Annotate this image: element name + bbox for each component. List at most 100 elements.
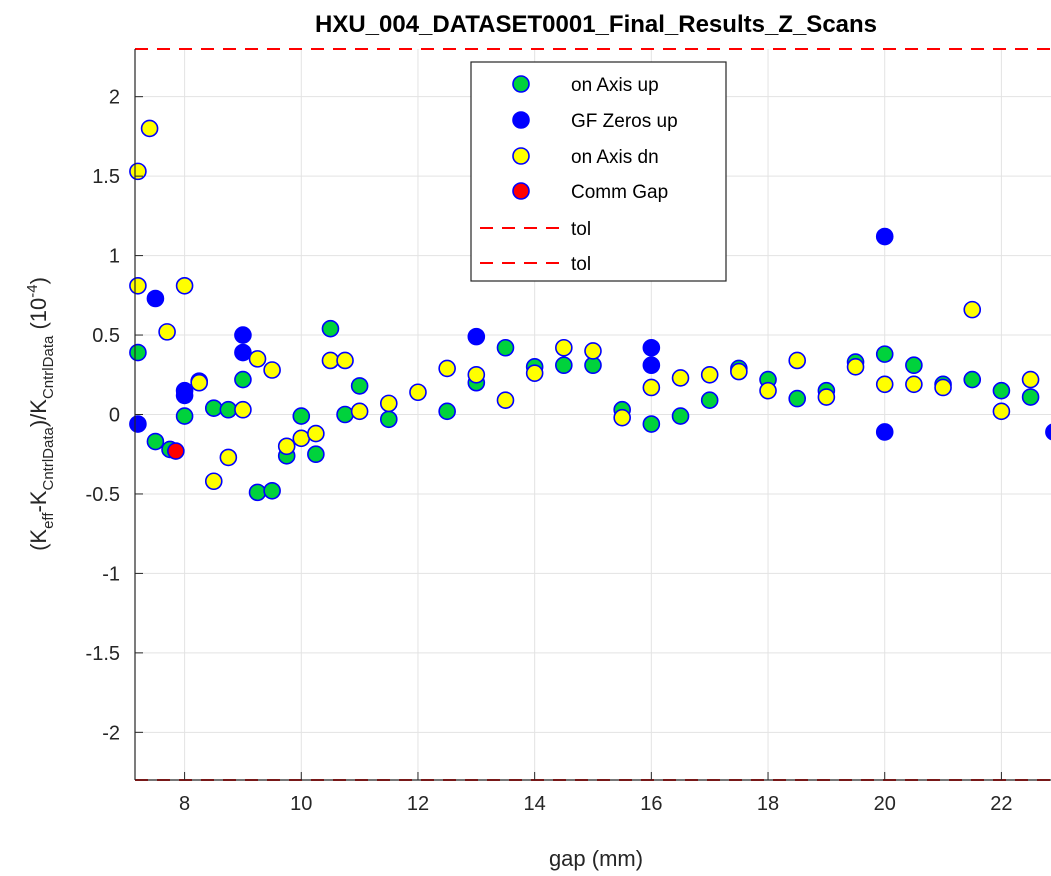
y-tick-label: -1.5	[86, 643, 120, 665]
x-tick-label: 22	[990, 793, 1012, 815]
point-on-axis-up	[700, 391, 719, 409]
axes	[134, 49, 1051, 781]
legend-label: Comm Gap	[571, 182, 668, 203]
point-on-axis-dn	[700, 365, 719, 384]
legend-marker	[512, 75, 530, 93]
point-on-axis-up	[875, 345, 894, 363]
point-gf-zeros-up	[875, 227, 894, 246]
point-on-axis-up	[248, 483, 267, 502]
point-on-axis-dn	[555, 338, 573, 357]
point-on-axis-dn	[263, 361, 281, 379]
x-tick-label: 14	[524, 793, 546, 815]
legend-label: on Axis dn	[571, 147, 659, 168]
point-on-axis-dn	[992, 402, 1011, 421]
point-on-axis-dn	[613, 408, 631, 427]
point-on-axis-dn	[905, 375, 923, 394]
y-tick-label: -0.5	[86, 484, 120, 506]
tick-labels: 8 10 12 14 16 18 20 22 -2 -1.5 -1 -0.5 0 0.5 1 1.5 2	[86, 87, 1013, 815]
point-on-axis-up	[438, 402, 456, 421]
point-on-axis-dn	[817, 388, 836, 406]
x-axis-label: gap (mm)	[549, 846, 643, 871]
point-on-axis-up	[292, 407, 311, 425]
point-on-axis-dn	[336, 351, 354, 370]
point-on-axis-dn	[350, 402, 369, 421]
point-on-axis-up	[204, 399, 223, 417]
point-on-axis-dn	[1021, 370, 1040, 389]
point-on-axis-dn	[409, 383, 427, 402]
point-on-axis-dn	[642, 378, 661, 397]
legend-marker	[512, 111, 530, 129]
point-on-axis-dn	[307, 424, 325, 443]
point-on-axis-dn	[788, 351, 807, 370]
point-on-axis-up	[992, 381, 1011, 400]
legend-label: tol	[571, 219, 591, 240]
point-on-axis-dn	[584, 342, 602, 360]
legend: on Axis up GF Zeros up on Axis dn Comm G…	[470, 61, 727, 282]
point-on-axis-up	[496, 338, 515, 357]
point-on-axis-dn	[671, 369, 690, 387]
point-gf-zeros-up	[129, 415, 147, 433]
legend-marker	[512, 182, 530, 200]
point-on-axis-up	[350, 377, 369, 395]
point-on-axis-up	[307, 445, 325, 464]
point-on-axis-up	[146, 432, 165, 451]
point-on-axis-dn	[467, 365, 486, 384]
y-tick-label: 1.5	[92, 166, 120, 188]
point-on-axis-up	[379, 410, 398, 429]
point-gf-zeros-up	[146, 289, 165, 308]
point-gf-zeros-up	[642, 338, 661, 357]
point-on-axis-dn	[129, 162, 147, 181]
y-tick-label: 2	[109, 87, 120, 109]
legend-item-tol-lower: tol	[480, 254, 591, 275]
point-on-axis-up	[336, 405, 354, 424]
point-on-axis-dn	[846, 358, 865, 376]
point-on-axis-up	[234, 370, 252, 389]
point-comm-gap	[167, 442, 185, 460]
point-on-axis-dn	[140, 119, 159, 138]
point-on-axis-dn	[438, 359, 456, 378]
y-axis-label: (Keff-KCntrlData)/KCntrlData (10-4)	[24, 277, 57, 551]
chart-title: HXU_004_DATASET0001_Final_Results_Z_Scan…	[315, 11, 877, 38]
x-tick-label: 18	[757, 793, 779, 815]
y-tick-label: -2	[102, 722, 120, 744]
point-on-axis-up	[963, 370, 982, 389]
point-on-axis-dn	[321, 351, 340, 370]
point-on-axis-dn	[277, 437, 296, 456]
point-on-axis-dn	[496, 391, 515, 409]
point-on-axis-dn	[204, 472, 223, 491]
point-on-axis-dn	[158, 323, 176, 341]
point-on-axis-dn	[963, 300, 982, 319]
point-on-axis-dn	[190, 373, 208, 392]
point-on-axis-up	[788, 389, 807, 408]
point-gf-zeros-up	[234, 343, 252, 362]
y-tick-label: 1	[109, 246, 120, 268]
point-on-axis-up	[129, 343, 147, 362]
legend-item-on-axis-up: on Axis up	[512, 75, 659, 96]
point-gf-zeros-up	[642, 356, 661, 375]
legend-label: GF Zeros up	[571, 111, 678, 132]
point-on-axis-dn	[219, 448, 238, 467]
point-on-axis-dn	[730, 362, 748, 381]
legend-item-on-axis-dn: on Axis dn	[512, 147, 659, 168]
x-tick-label: 12	[407, 793, 429, 815]
point-on-axis-dn	[875, 375, 894, 394]
x-tick-label: 16	[640, 793, 662, 815]
legend-item-tol-upper: tol	[480, 219, 591, 240]
legend-label: on Axis up	[571, 75, 659, 96]
point-on-axis-up	[175, 407, 194, 425]
point-on-axis-up	[1021, 388, 1040, 406]
legend-item-comm-gap: Comm Gap	[512, 182, 668, 203]
point-on-axis-up	[671, 407, 690, 425]
point-on-axis-up	[642, 415, 661, 433]
x-tick-label: 8	[179, 793, 190, 815]
legend-label: tol	[571, 254, 591, 275]
legend-item-gf-zeros-up: GF Zeros up	[512, 111, 678, 132]
y-tick-label: 0	[109, 405, 120, 427]
point-on-axis-dn	[234, 400, 252, 419]
point-on-axis-dn	[292, 429, 311, 448]
point-on-axis-dn	[175, 276, 194, 295]
point-on-axis-dn	[248, 350, 267, 368]
point-gf-zeros-up	[467, 327, 486, 346]
